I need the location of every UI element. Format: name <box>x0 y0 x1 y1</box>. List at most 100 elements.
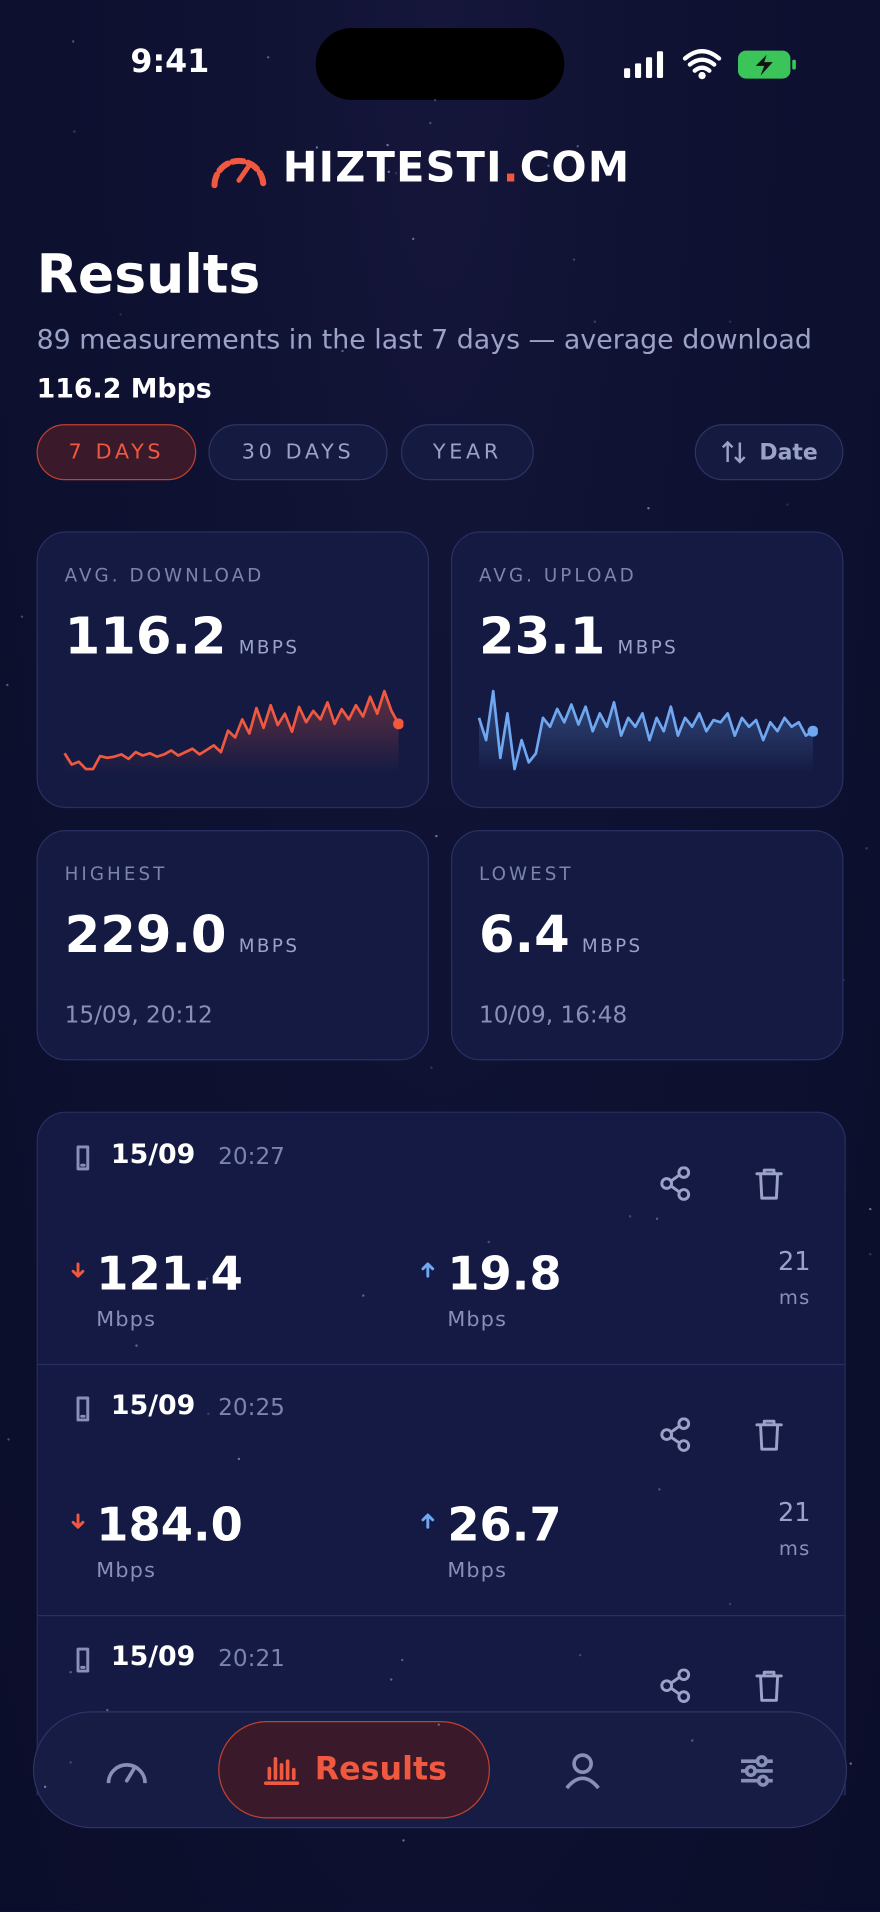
sparkline <box>477 689 818 774</box>
dynamic-island <box>315 28 565 100</box>
star <box>6 684 9 687</box>
result-row[interactable]: 15/09 20:27 121.4 Mbps 19.8 Mbps 21 ms <box>37 1113 845 1366</box>
nav-results[interactable]: Results <box>218 1721 490 1819</box>
device-icon <box>76 1145 90 1171</box>
device-icon <box>76 1396 90 1422</box>
sort-icon <box>721 440 746 464</box>
star <box>849 1762 853 1765</box>
device-icon-shape <box>76 1647 90 1673</box>
status-time: 9:41 <box>130 43 210 81</box>
device-icon-shape <box>76 1396 90 1422</box>
stat-value: 116.2 MBPS <box>65 606 300 666</box>
star <box>402 1838 405 1842</box>
star <box>105 1709 108 1712</box>
stat-when: 10/09, 16:48 <box>479 1001 628 1029</box>
upload-value: 26.7 <box>447 1497 562 1552</box>
stat-label: AVG. DOWNLOAD <box>64 564 265 587</box>
upload-unit: Mbps <box>447 1307 508 1333</box>
sparkline-area <box>64 691 399 774</box>
star <box>135 1344 138 1347</box>
star <box>411 237 415 241</box>
star <box>868 1207 872 1211</box>
stat-unit: MBPS <box>238 636 300 659</box>
star <box>646 507 650 510</box>
stat-value: 229.0 MBPS <box>65 904 300 964</box>
delete-icon[interactable] <box>754 1418 783 1452</box>
filter-pill[interactable]: 7 DAYS <box>36 424 197 481</box>
share-icon[interactable] <box>659 1668 693 1706</box>
download-value: 121.4 <box>96 1246 243 1301</box>
share-icon-shape <box>660 1417 691 1452</box>
status-icons <box>624 49 796 80</box>
ping-value: 21 <box>777 1497 811 1528</box>
brand: HIZTESTI.COM <box>283 144 631 193</box>
result-date: 15/09 <box>110 1139 196 1171</box>
star <box>690 1739 694 1742</box>
stat-unit: MBPS <box>238 934 300 957</box>
sparkline-line <box>63 689 400 771</box>
share-icon[interactable] <box>659 1417 693 1455</box>
star <box>400 1658 403 1662</box>
star <box>579 1653 582 1656</box>
star <box>576 145 580 149</box>
nav-results-icon <box>264 1756 300 1785</box>
sparkline <box>63 689 404 774</box>
sparkline-area <box>479 691 813 774</box>
result-time: 20:21 <box>218 1645 285 1673</box>
star <box>237 1457 240 1461</box>
filter-pill[interactable]: 30 DAYS <box>208 424 388 481</box>
delete-icon[interactable] <box>754 1669 783 1703</box>
stat-value: 6.4 MBPS <box>479 904 643 964</box>
star <box>629 1215 632 1218</box>
star <box>428 121 431 125</box>
result-row[interactable]: 15/09 20:21 <box>38 1615 845 1795</box>
star <box>341 349 344 353</box>
share-icon[interactable] <box>659 1166 693 1203</box>
download-arrow <box>71 1513 85 1529</box>
result-time: 20:27 <box>218 1143 285 1171</box>
results-list: 15/09 20:27 121.4 Mbps 19.8 Mbps 21 ms 15/09 20:2… <box>36 1111 846 1796</box>
subtitle-value: 116.2 Mbps <box>36 374 212 405</box>
stat-number: 116.2 <box>64 605 227 666</box>
star <box>729 1603 732 1606</box>
nav-profile-icon[interactable] <box>563 1751 602 1790</box>
star <box>547 164 551 167</box>
delete-icon[interactable] <box>754 1166 783 1200</box>
result-date: 15/09 <box>110 1390 196 1422</box>
star <box>864 847 868 850</box>
device-icon <box>76 1647 90 1673</box>
star <box>395 171 398 174</box>
stat-when: 15/09, 20:12 <box>64 1001 213 1029</box>
nav-results-label: Results <box>314 1751 447 1789</box>
star <box>486 1240 490 1243</box>
upload-arrow <box>421 1262 435 1278</box>
filter-pill[interactable]: YEAR <box>400 424 534 481</box>
star <box>728 320 732 324</box>
share-icon-shape <box>660 1668 691 1703</box>
download-arrow-shape <box>71 1513 85 1529</box>
star <box>68 1671 72 1674</box>
sparkline-end-dot <box>807 725 818 737</box>
download-arrow <box>71 1262 85 1278</box>
nav-speed-icon[interactable] <box>105 1751 149 1788</box>
star <box>7 1437 10 1441</box>
star <box>207 1412 211 1416</box>
delete-icon-shape <box>755 1670 783 1702</box>
page-subtitle: 89 measurements in the last 7 days — ave… <box>37 317 817 415</box>
star <box>655 1217 659 1220</box>
stat-label: HIGHEST <box>64 862 168 885</box>
star <box>361 1294 365 1298</box>
sort-button[interactable]: Date <box>694 424 844 481</box>
result-row[interactable]: 15/09 20:25 184.0 Mbps 26.7 Mbps 21 ms <box>37 1364 845 1617</box>
device-icon-shape <box>76 1145 90 1171</box>
upload-unit: Mbps <box>447 1558 508 1584</box>
stat-number: 23.1 <box>479 605 606 666</box>
ping-unit: ms <box>778 1536 811 1561</box>
result-time: 20:25 <box>218 1394 285 1422</box>
star <box>389 1677 393 1681</box>
nav-settings-icon[interactable] <box>739 1754 776 1788</box>
page-title: Results <box>36 243 261 306</box>
star <box>658 1487 662 1491</box>
